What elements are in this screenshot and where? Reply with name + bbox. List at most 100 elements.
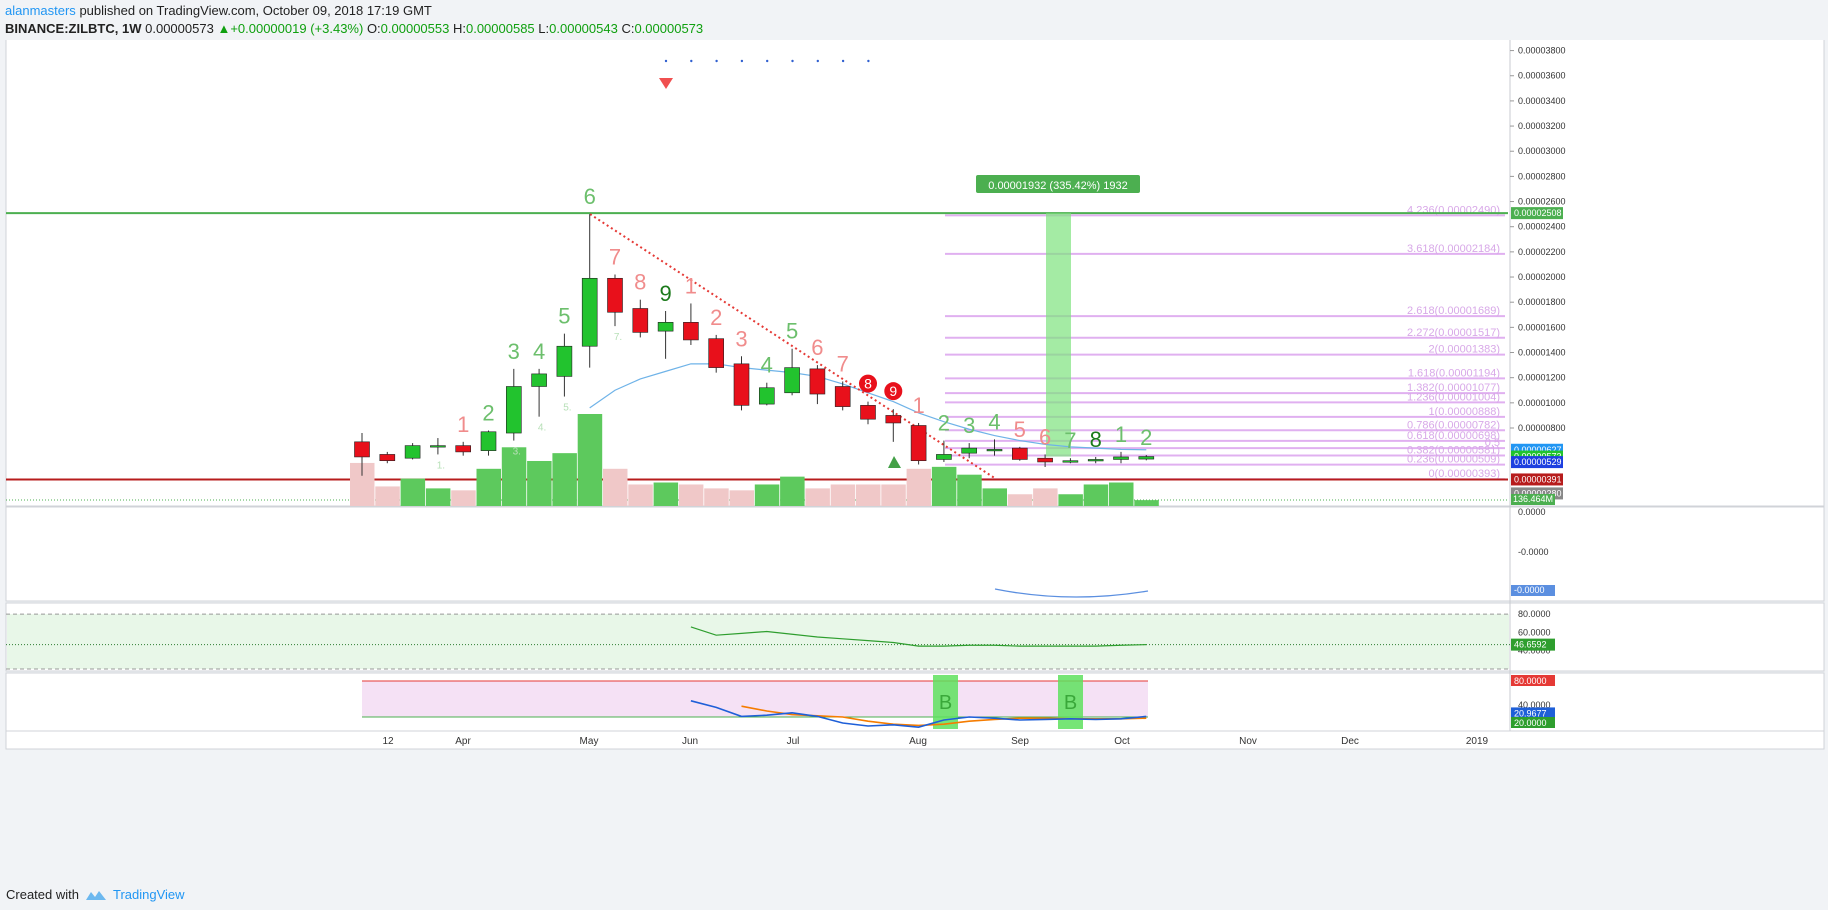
created-with-text: Created with bbox=[6, 887, 79, 902]
volume-bar bbox=[451, 490, 476, 506]
count-label: 8 bbox=[634, 270, 646, 295]
count-label: 4 bbox=[533, 339, 545, 364]
tradingview-logo-icon bbox=[85, 890, 106, 900]
y-tick-label: 0.00003000 bbox=[1518, 146, 1566, 156]
volume-bar bbox=[1134, 500, 1159, 506]
buy-zone-bar bbox=[1058, 675, 1083, 729]
fib-level-label: 0.382(0.00000581) bbox=[1407, 445, 1500, 457]
candle-body bbox=[834, 386, 851, 407]
projection-dot bbox=[690, 59, 693, 63]
candle-body bbox=[455, 445, 472, 453]
chart-canvas[interactable]: 0.00003800 0.00003600 0.00003400 0.00003200… bbox=[0, 40, 1828, 878]
count-label: 7 bbox=[1064, 428, 1076, 453]
volume-bar bbox=[476, 468, 501, 506]
candle-body bbox=[784, 367, 800, 394]
count-label: 2 bbox=[938, 411, 950, 436]
price-change: +0.00000019 (+3.43%) bbox=[230, 21, 364, 36]
volume-bar bbox=[982, 488, 1007, 506]
panel2-tag-box bbox=[1511, 585, 1555, 596]
count-label: 3 bbox=[963, 413, 975, 438]
count-label: 7 bbox=[837, 351, 849, 376]
count-label: 8 bbox=[864, 376, 872, 392]
price-tag: 0.00000627 bbox=[1514, 445, 1562, 455]
candle-body bbox=[885, 415, 902, 424]
symbol-name[interactable]: BINANCE:ZILBTC, 1W bbox=[5, 21, 142, 36]
up-arrow-icon: ▲ bbox=[217, 21, 231, 36]
panel2-line bbox=[994, 588, 1149, 598]
candle-body bbox=[1037, 457, 1053, 463]
volume-bar bbox=[653, 482, 679, 506]
y-tick-label: 0.00002800 bbox=[1518, 171, 1566, 181]
projection-dot bbox=[766, 59, 769, 63]
y-tick-label: 0.00001000 bbox=[1518, 398, 1566, 408]
author-link[interactable]: alanmasters bbox=[5, 3, 76, 18]
volume-bar bbox=[906, 468, 932, 506]
volume-tag: 136.464M bbox=[1513, 494, 1553, 504]
fib-level-label: 3.618(0.00002184) bbox=[1407, 243, 1500, 255]
projection-dot bbox=[816, 59, 819, 63]
candle-body bbox=[531, 373, 547, 387]
x-tick-label: May bbox=[580, 736, 599, 747]
count-label: 1 bbox=[685, 273, 697, 298]
open-value: 0.00000553 bbox=[380, 21, 450, 36]
y-tick-label: 0.00001600 bbox=[1518, 322, 1566, 332]
count-label: 2 bbox=[710, 305, 722, 330]
volume-bar bbox=[552, 453, 577, 506]
candle-body bbox=[581, 277, 598, 347]
candle-body bbox=[632, 308, 649, 333]
projection-dot bbox=[791, 59, 794, 63]
volume-bar bbox=[1007, 494, 1033, 506]
count-label: 8 bbox=[1090, 427, 1102, 452]
candle-body bbox=[936, 454, 952, 460]
y-tick-label: 0.00002000 bbox=[1518, 272, 1566, 282]
volume-bar bbox=[501, 447, 527, 506]
candle-body bbox=[961, 447, 978, 454]
volume-bar bbox=[603, 468, 628, 506]
symbol-line: BINANCE:ZILBTC, 1W 0.00000573 ▲+0.000000… bbox=[5, 21, 703, 36]
count-badge bbox=[859, 374, 877, 393]
y-tick-label: 0.00003400 bbox=[1518, 96, 1566, 106]
tradingview-brand[interactable]: TradingView bbox=[112, 887, 185, 902]
fib-level-label: 0.5 bbox=[1485, 437, 1500, 449]
count-sub-label: 3. bbox=[513, 447, 521, 458]
volume-bar bbox=[830, 484, 856, 506]
candle-body bbox=[986, 449, 1003, 452]
buy-zone-label: B bbox=[939, 692, 952, 714]
count-label: 6 bbox=[584, 184, 596, 209]
volume-bar bbox=[400, 478, 426, 506]
candle-body bbox=[1113, 456, 1129, 460]
candle-body bbox=[657, 322, 674, 332]
count-label: 4 bbox=[988, 409, 1000, 434]
descending-trendline bbox=[589, 213, 996, 480]
published-text: published on TradingView.com, October 09… bbox=[79, 3, 432, 18]
count-label: 1 bbox=[457, 412, 469, 437]
y-tick-label: 0.00001800 bbox=[1518, 297, 1566, 307]
chart-header: alanmasters published on TradingView.com… bbox=[0, 0, 1828, 40]
level-price-tag: 0.00002508 bbox=[1514, 208, 1562, 218]
candle-body bbox=[556, 345, 573, 377]
volume-bar bbox=[805, 488, 830, 506]
candle-body bbox=[1062, 460, 1079, 463]
fib-level-label: 1.618(0.00001194) bbox=[1408, 367, 1500, 379]
volume-bar bbox=[628, 484, 653, 506]
volume-bar bbox=[729, 490, 754, 506]
open-label: O: bbox=[366, 21, 381, 36]
rsi-tag-box bbox=[1511, 638, 1555, 651]
level-price-tag-box bbox=[1511, 207, 1563, 220]
count-label: 6 bbox=[811, 335, 823, 360]
rsi-tag: 46.6592 bbox=[1514, 640, 1547, 650]
y-tick-label: 0.00002200 bbox=[1518, 247, 1566, 257]
candle-body bbox=[505, 386, 522, 434]
count-badge bbox=[884, 382, 903, 401]
stoch-band bbox=[362, 681, 1148, 717]
stoch-tick: 40.0000 bbox=[1518, 700, 1551, 710]
x-tick-label: Aug bbox=[909, 736, 927, 747]
stoch-tag-box bbox=[1511, 707, 1555, 719]
stoch-tag-box bbox=[1511, 675, 1555, 686]
count-label: 9 bbox=[659, 281, 671, 306]
volume-bar bbox=[577, 414, 603, 506]
close-label: C: bbox=[621, 21, 635, 36]
x-tick-label: Nov bbox=[1239, 736, 1257, 747]
count-sub-label: 1. bbox=[437, 460, 445, 471]
measure-label: 0.00001932 (335.42%) 1932 bbox=[988, 180, 1127, 192]
